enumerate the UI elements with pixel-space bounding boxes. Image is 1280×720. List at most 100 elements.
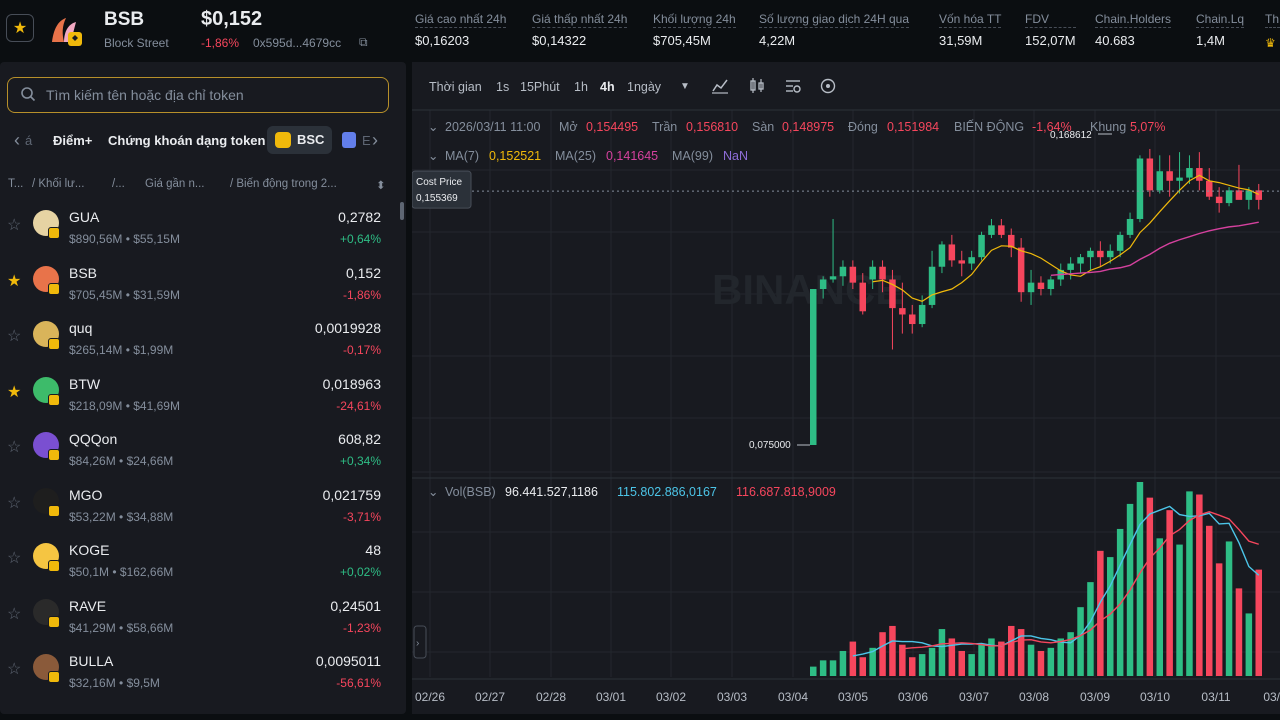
volume-bar: [988, 638, 995, 676]
tab-partial-left[interactable]: á: [25, 133, 33, 148]
volume-bar: [928, 647, 936, 676]
interval-4h[interactable]: 4h: [600, 80, 615, 94]
search-input[interactable]: [46, 84, 376, 106]
volume-bar: [1156, 538, 1163, 676]
favorite-star-icon[interactable]: ☆: [7, 494, 22, 512]
close-label: Đóng: [848, 120, 878, 134]
candle-body: [879, 266, 886, 280]
token-change: -3,71%: [342, 509, 381, 524]
token-row[interactable]: ☆ BULLA $32,16M • $9,5M 0,0095011 -56,61%: [0, 646, 400, 701]
change-value: -1,64%: [1032, 120, 1072, 134]
volume-bar: [1215, 563, 1223, 676]
crown-icon: ♛: [1265, 36, 1276, 50]
tab-partial-right[interactable]: E: [362, 133, 371, 148]
volume-bar: [1136, 482, 1144, 676]
copy-icon[interactable]: ⧉: [359, 35, 368, 49]
x-tick-label: 03/02: [656, 690, 686, 704]
volume-bar: [889, 625, 896, 676]
candle-body: [968, 257, 975, 264]
col-mcap[interactable]: /...: [112, 178, 125, 190]
candle-body: [869, 266, 876, 280]
high-value: 0,156810: [686, 120, 738, 134]
bnb-chain-badge: [48, 671, 60, 683]
volume-bar: [1225, 541, 1233, 676]
stat-tx-count: Số lượng giao dịch 24H qua 4,22M: [759, 12, 909, 48]
col-token[interactable]: T...: [8, 178, 24, 190]
token-change: +0,02%: [339, 565, 381, 579]
token-row[interactable]: ★ BTW $218,09M • $41,69M 0,018963 -24,61%: [0, 369, 400, 424]
target-icon[interactable]: [818, 76, 838, 96]
ma99-value: NaN: [723, 149, 748, 163]
volume-bar: [1196, 494, 1203, 676]
eth-icon[interactable]: [342, 132, 356, 148]
chevron-right-icon[interactable]: ›: [372, 130, 378, 150]
token-row[interactable]: ☆ KOGE $50,1M • $162,66M 48 +0,02%: [0, 535, 400, 590]
interval-15m[interactable]: 15Phút: [520, 80, 560, 94]
chevron-left-icon[interactable]: ‹: [14, 130, 20, 150]
token-row[interactable]: ☆ quq $265,14M • $1,99M 0,0019928 -0,17%: [0, 313, 400, 368]
favorite-star-icon[interactable]: ☆: [7, 439, 22, 456]
tab-bsc[interactable]: BSC: [267, 126, 332, 154]
x-tick-label: 03/09: [1080, 690, 1110, 704]
volume-bar: [948, 638, 956, 676]
favorite-star-icon[interactable]: ★: [6, 14, 34, 42]
tab-tokenized-stocks[interactable]: Chứng khoán dạng token: [108, 133, 266, 148]
token-row[interactable]: ★ BSB $705,45M • $31,59M 0,152 -1,86%: [0, 258, 400, 313]
chevron-down-icon[interactable]: ▼: [680, 81, 690, 92]
token-name: QQQon: [69, 431, 118, 447]
open-label: Mở: [559, 120, 578, 134]
token-row[interactable]: ☆ QQQon $84,26M • $24,66M 608,82 +0,34%: [0, 424, 400, 479]
favorite-star-icon[interactable]: ☆: [7, 550, 22, 567]
x-tick-label: 03/04: [778, 690, 808, 704]
token-row[interactable]: ☆ GUA $890,56M • $55,15M 0,2782 +0,64%: [0, 202, 400, 257]
token-name: GUA: [69, 209, 100, 225]
volume-bar: [1245, 613, 1253, 676]
candle-body: [1156, 171, 1163, 191]
line-chart-icon[interactable]: [710, 76, 730, 96]
token-name: BSB: [69, 264, 98, 281]
volume-bar: [859, 657, 866, 676]
volume-bar: [998, 641, 1005, 676]
interval-1d[interactable]: 1ngày: [627, 80, 662, 94]
volume-bar: [1186, 491, 1193, 676]
favorite-star-icon[interactable]: ★: [7, 272, 22, 290]
token-row[interactable]: ☆ MGO $53,22M • $34,88M 0,021759 -3,71%: [0, 480, 400, 535]
token-row[interactable]: ☆ RAVE $41,29M • $58,66M 0,24501 -1,23%: [0, 591, 400, 646]
interval-1h[interactable]: 1h: [574, 80, 588, 94]
volume-bar: [909, 657, 916, 676]
token-price: $0,152: [201, 8, 263, 30]
candle-body: [958, 260, 965, 264]
col-change[interactable]: / Biến động trong 2...: [230, 178, 337, 190]
x-tick-label: 02/26: [415, 690, 445, 704]
candle-body: [1235, 190, 1243, 200]
bnb-chain-badge: [48, 282, 60, 295]
candlestick-icon[interactable]: [747, 76, 767, 96]
col-volume[interactable]: / Khối lư...: [32, 178, 85, 190]
favorite-star-icon[interactable]: ☆: [7, 217, 22, 234]
tab-points[interactable]: Điểm+: [53, 133, 93, 148]
interval-1s[interactable]: 1s: [496, 80, 510, 94]
search-box[interactable]: [7, 77, 389, 113]
volume-bar: [1146, 497, 1154, 676]
volume-bar: [1255, 569, 1262, 676]
favorite-star-icon[interactable]: ☆: [7, 328, 22, 345]
volume-bar: [1166, 510, 1173, 676]
volume-bar: [1037, 650, 1045, 676]
favorite-star-icon[interactable]: ★: [7, 383, 22, 401]
favorite-star-icon[interactable]: ☆: [7, 605, 22, 623]
min-price-label: 0,075000: [749, 440, 791, 451]
scrollbar[interactable]: [400, 202, 404, 220]
token-volume-mcap: $32,16M • $9,5M: [69, 676, 160, 690]
candle-body: [1196, 168, 1203, 181]
indicator-settings-icon[interactable]: [783, 76, 803, 96]
token-logo: [52, 18, 82, 46]
token-name: quq: [69, 320, 93, 336]
bnb-chain-badge: [48, 338, 60, 350]
x-tick-label: 03/10: [1140, 690, 1170, 704]
sort-icon[interactable]: ⬍: [376, 180, 386, 192]
favorite-star-icon[interactable]: ☆: [7, 661, 22, 678]
volume-bar: [1017, 629, 1025, 676]
col-price[interactable]: Giá gần n...: [145, 178, 205, 190]
chart-toolbar: Thời gian 1s 15Phút 1h 4h 1ngày ▼: [412, 76, 1280, 98]
